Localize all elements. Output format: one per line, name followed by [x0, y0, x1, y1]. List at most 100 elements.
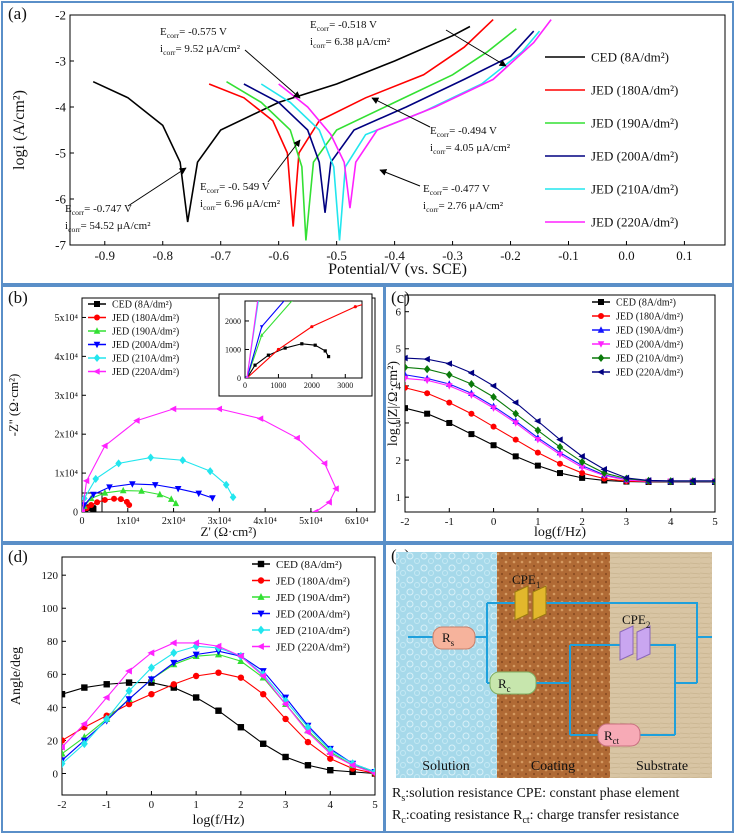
marker [490, 392, 497, 402]
series-line [278, 19, 552, 209]
text-part: i [423, 200, 426, 212]
caption: Rs:solution resistance CPE: constant pha… [392, 786, 679, 804]
marker [138, 487, 145, 494]
legend-label: JED (190A/dm²) [276, 592, 350, 604]
label-sub: c [507, 684, 511, 694]
marker [93, 327, 101, 334]
marker [148, 690, 155, 698]
y-tick-label: 20 [47, 735, 59, 747]
y-tick-label: 40 [47, 702, 59, 714]
text-sub: corr [163, 48, 176, 57]
text-part: = 54.52 μA/cm² [80, 220, 151, 232]
legend-label: JED (200A/dm²) [591, 149, 678, 164]
series-line [243, 30, 535, 213]
element-label: CPE1 [512, 572, 540, 590]
marker [276, 148, 279, 152]
x-tick-label: 0 [80, 516, 85, 527]
marker [257, 625, 265, 635]
marker [281, 700, 289, 708]
text-part: = -0.747 V [84, 203, 132, 215]
marker [169, 639, 177, 647]
marker [310, 325, 314, 329]
y-tick-label: -6 [55, 192, 66, 207]
legend-label: JED (220A/dm²) [616, 368, 683, 379]
marker [445, 370, 453, 379]
x-tick-label: -1 [445, 516, 454, 528]
marker [237, 724, 245, 731]
label-part: R [604, 728, 613, 743]
marker [579, 470, 586, 477]
annotation: Ecorr= -0.575 V [160, 26, 227, 40]
plot-frame [404, 294, 716, 513]
label-part: CPE [512, 572, 536, 587]
marker [446, 399, 453, 406]
text-sub: corr [167, 31, 180, 40]
y-tick-label: 4 [396, 381, 402, 393]
y-tick-label: 80 [47, 636, 59, 648]
legend-label: JED (210A/dm²) [112, 354, 179, 365]
marker [557, 460, 563, 467]
y-tick-label: -7 [55, 238, 66, 253]
marker [167, 495, 175, 502]
text-part: E [200, 181, 207, 193]
x-tick-label: 1 [535, 516, 541, 528]
text-part: = 9.52 μA/cm² [175, 43, 240, 55]
marker [266, 353, 270, 357]
marker [62, 749, 66, 757]
marker [174, 485, 182, 493]
marker [101, 496, 108, 503]
marker [468, 431, 475, 438]
marker [93, 341, 101, 349]
x-tick-label: -2 [400, 516, 409, 528]
marker [445, 383, 453, 390]
marker [62, 737, 66, 744]
wires [408, 602, 712, 736]
marker [332, 485, 339, 492]
x-tick-label: -0.1 [558, 248, 579, 263]
text-part: = -0.477 V [442, 183, 490, 195]
x-tick-label: 0 [491, 516, 497, 528]
marker [129, 481, 136, 488]
marker [179, 456, 187, 465]
marker [215, 707, 222, 714]
marker [578, 464, 586, 472]
y-tick-label: 100 [42, 603, 59, 615]
marker [534, 436, 542, 444]
label-sub: s [451, 638, 455, 648]
x-tick-label: 5 [712, 516, 718, 528]
text-sub: corr [313, 41, 326, 50]
marker [82, 477, 90, 485]
marker [300, 342, 304, 346]
marker [253, 363, 257, 367]
marker [468, 392, 475, 399]
legend-label: CED (8A/dm²) [591, 50, 669, 65]
y-tick-label: -3 [55, 54, 66, 69]
text-part: = -0. 549 V [219, 181, 270, 193]
annotation-arrow [445, 29, 507, 67]
marker [245, 376, 249, 378]
region-label: Substrate [636, 759, 688, 774]
marker [644, 477, 652, 484]
marker [578, 453, 585, 460]
marker [534, 462, 541, 469]
marker [92, 474, 100, 483]
marker [588, 325, 591, 328]
legend-label: JED (180A/dm²) [591, 83, 678, 98]
x-tick-label: 4 [328, 799, 334, 811]
marker [326, 746, 334, 755]
series-line [246, 301, 293, 378]
marker [327, 755, 334, 762]
element-label: Rc [498, 676, 511, 694]
x-axis-label: log(f/Hz) [534, 525, 586, 540]
marker [423, 365, 431, 374]
marker [151, 482, 159, 489]
annotation-arrow [371, 97, 431, 128]
marker [578, 457, 586, 466]
series-line [246, 343, 330, 378]
text-part: E [65, 203, 72, 215]
marker [597, 368, 604, 376]
marker [192, 672, 200, 680]
marker [237, 657, 245, 665]
x-tick-label: 1x10⁴ [116, 516, 140, 527]
series-line [246, 304, 362, 378]
